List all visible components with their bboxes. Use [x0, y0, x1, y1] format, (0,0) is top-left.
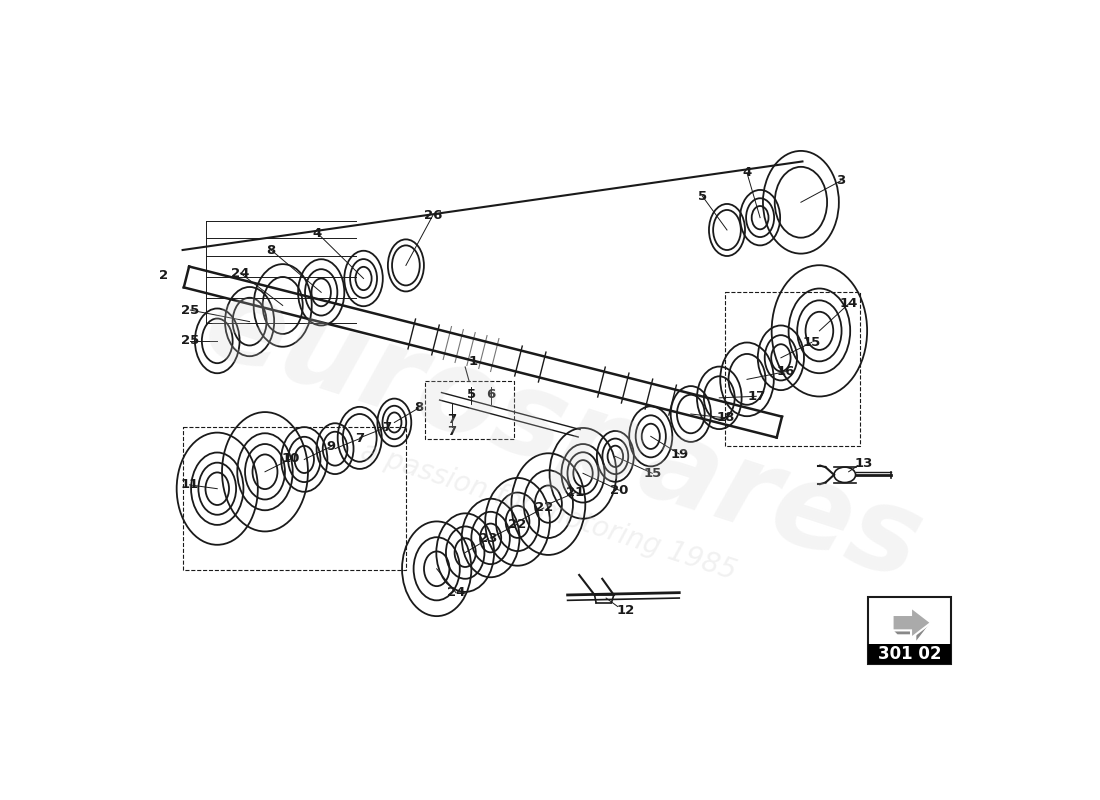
Bar: [425, 381, 514, 438]
Text: 4: 4: [742, 166, 751, 179]
Text: 24: 24: [231, 266, 250, 280]
Text: 10: 10: [282, 452, 300, 465]
Text: a passion for motoring 1985: a passion for motoring 1985: [358, 438, 739, 586]
Text: 24: 24: [447, 586, 465, 599]
Text: 22: 22: [535, 502, 553, 514]
Text: 15: 15: [644, 467, 661, 480]
Polygon shape: [892, 622, 931, 642]
Text: 25: 25: [182, 303, 199, 317]
Text: 8: 8: [266, 243, 276, 257]
Text: 7: 7: [448, 414, 456, 426]
Text: 18: 18: [716, 411, 735, 424]
Text: 26: 26: [424, 209, 442, 222]
Text: 7: 7: [448, 425, 456, 438]
Text: 4: 4: [312, 226, 322, 239]
Text: 5: 5: [466, 388, 476, 401]
Text: 13: 13: [855, 457, 873, 470]
Bar: [726, 292, 860, 446]
Text: 11: 11: [180, 478, 199, 491]
Text: 21: 21: [566, 486, 584, 499]
Text: 25: 25: [182, 334, 199, 347]
Text: 3: 3: [836, 174, 846, 187]
Text: 7: 7: [382, 421, 392, 434]
Text: 6: 6: [486, 388, 495, 401]
Text: 22: 22: [508, 518, 527, 530]
Text: 12: 12: [616, 604, 635, 617]
Polygon shape: [892, 607, 931, 638]
Text: 19: 19: [670, 447, 689, 461]
Text: 8: 8: [415, 402, 424, 414]
Text: 1: 1: [469, 355, 477, 368]
Text: 2: 2: [158, 269, 168, 282]
Text: 301 02: 301 02: [878, 646, 942, 663]
Text: 23: 23: [480, 532, 497, 546]
Bar: [183, 427, 406, 570]
Text: 20: 20: [610, 484, 628, 497]
Text: eurospares: eurospares: [191, 265, 936, 605]
Text: 15: 15: [803, 336, 821, 349]
Text: 16: 16: [777, 365, 794, 378]
Text: 17: 17: [747, 390, 766, 403]
Text: 9: 9: [327, 440, 336, 453]
Text: 7: 7: [355, 432, 364, 445]
FancyBboxPatch shape: [868, 597, 952, 664]
Text: 14: 14: [839, 298, 858, 310]
Text: 5: 5: [697, 190, 707, 202]
Bar: [868, 644, 952, 664]
